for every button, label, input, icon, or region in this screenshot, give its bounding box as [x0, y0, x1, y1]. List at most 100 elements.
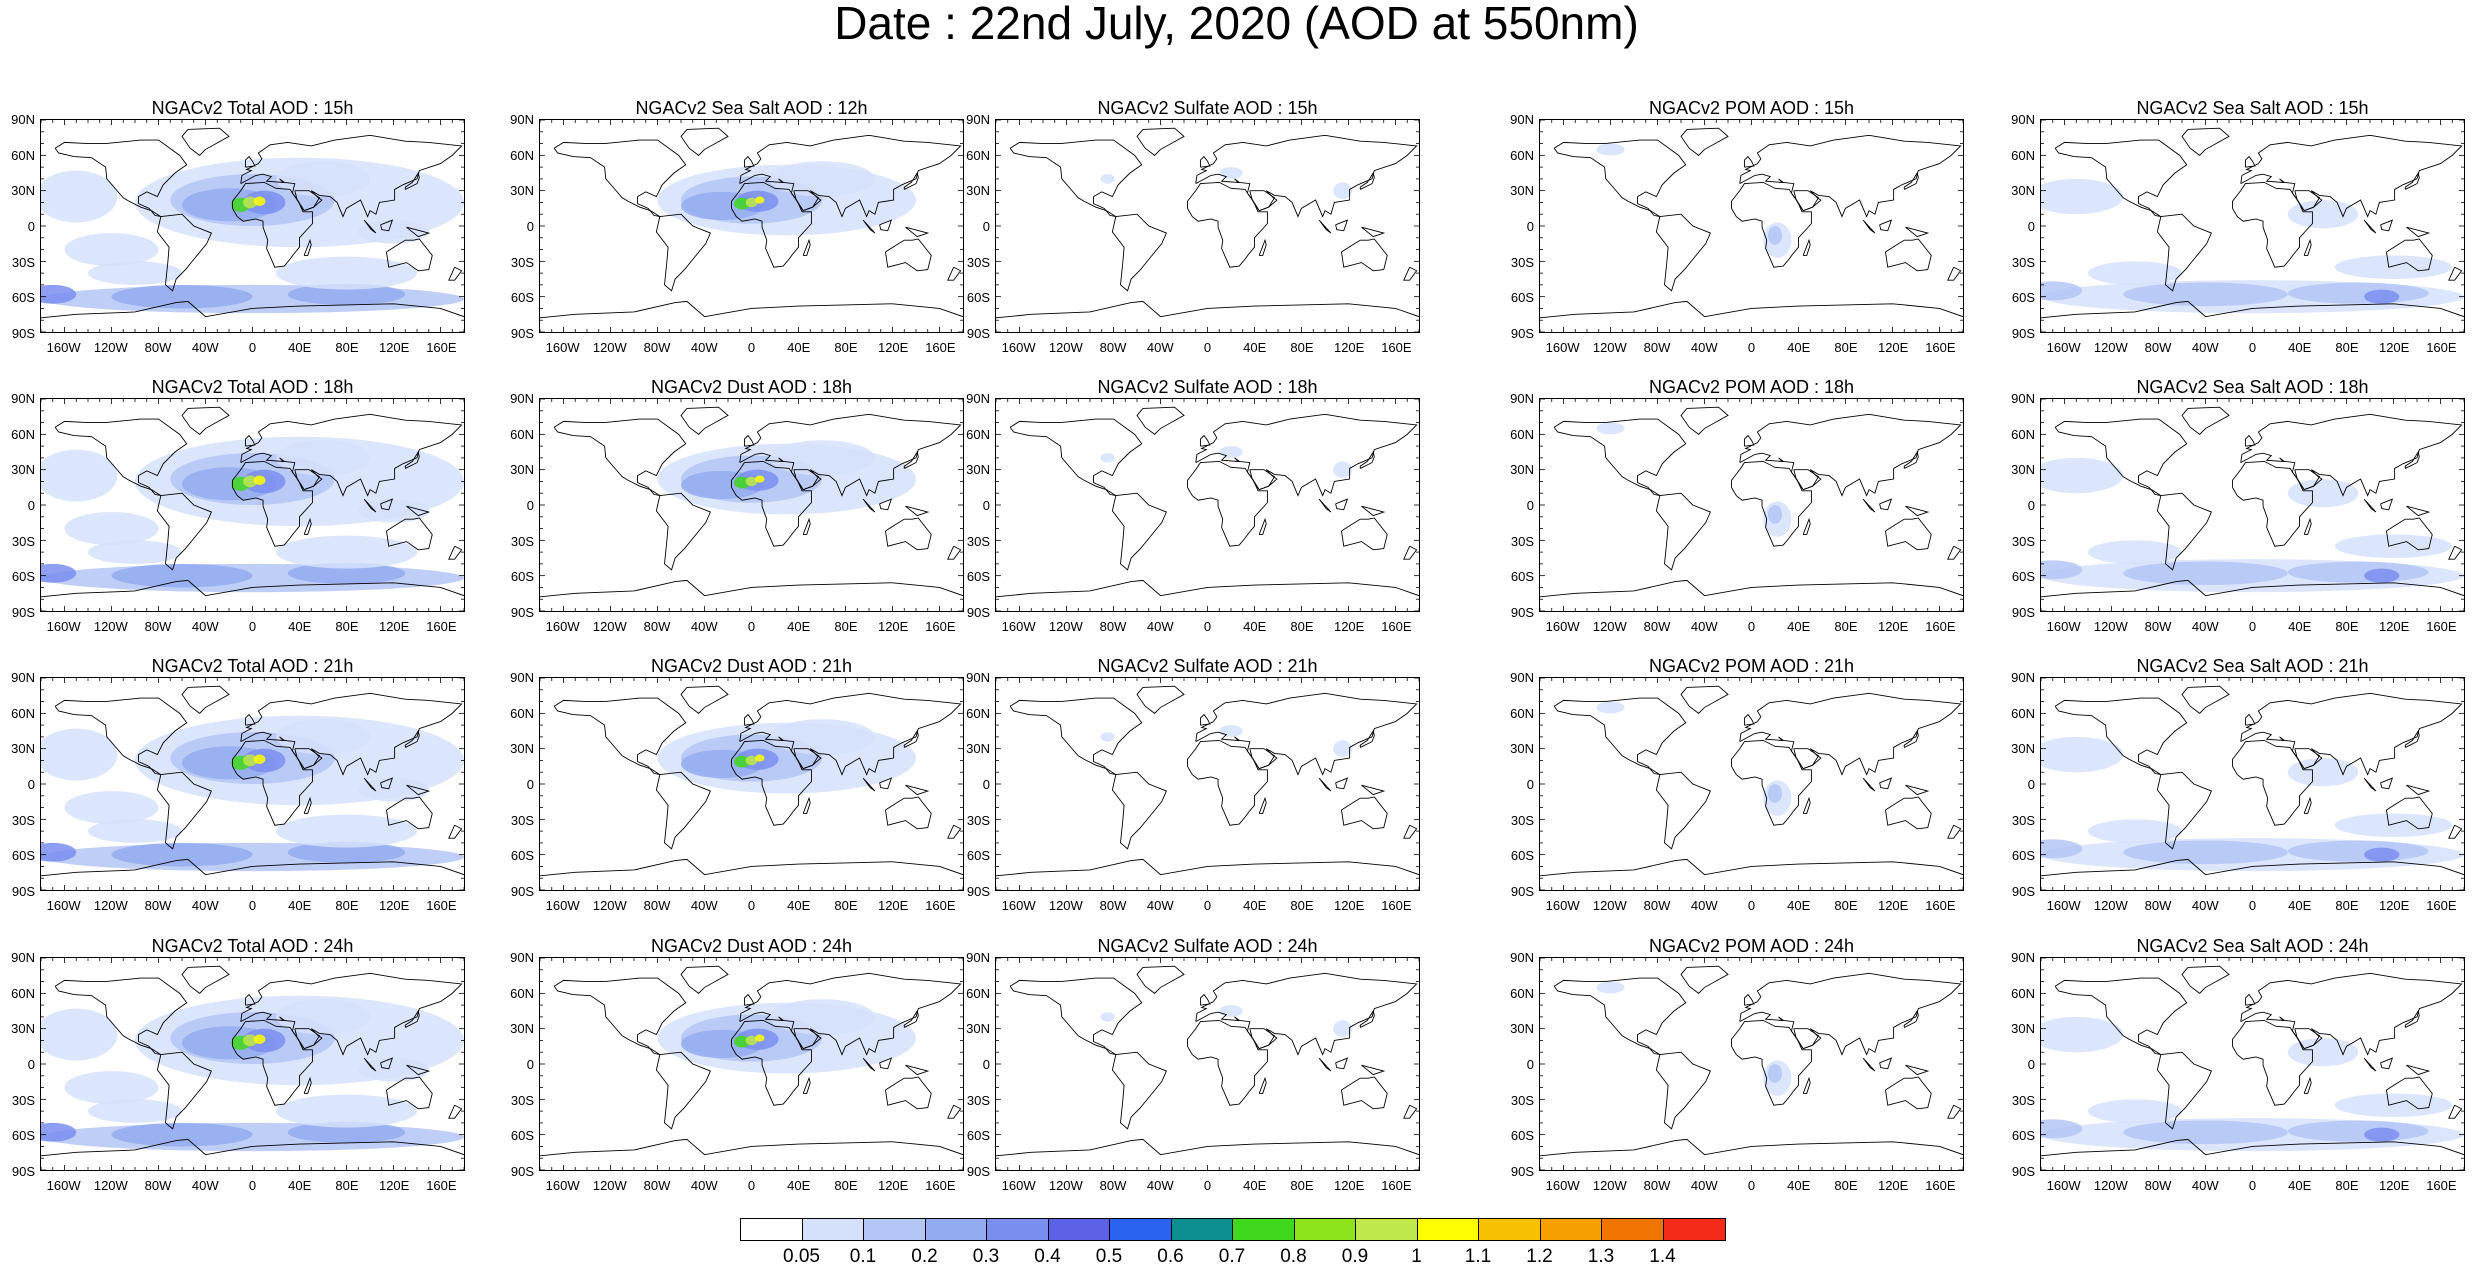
lat-tick-label: 90N: [510, 391, 534, 406]
aod-field: [1333, 461, 1353, 478]
coastline: [2041, 858, 2464, 877]
colorbar-label: 0.4: [1034, 1246, 1061, 1267]
aod-field: [2364, 847, 2400, 862]
lon-tick-label: 0: [248, 619, 257, 634]
coastline: [294, 190, 321, 212]
coastline: [2404, 450, 2420, 469]
coastline: [1739, 972, 1962, 1056]
coastline: [406, 784, 431, 796]
coastline: [2240, 413, 2463, 497]
lon-tick-label: 160W: [545, 898, 580, 913]
aod-field: [287, 283, 406, 305]
lat-tick-label: 60S: [11, 1128, 35, 1144]
aod-field: [41, 170, 118, 223]
aod-field: [1333, 182, 1353, 199]
lon-tick-label: 120W: [1048, 1178, 1083, 1193]
coastline: [802, 238, 811, 256]
lon-tick-label: 120W: [1592, 898, 1627, 913]
coastline: [404, 171, 420, 190]
lon-tick-label: 40W: [1146, 340, 1174, 355]
lon-tick-label: 120W: [592, 898, 627, 913]
lon-tick-label: 80W: [1643, 1178, 1671, 1193]
colorbar-label: 0.5: [1095, 1246, 1123, 1267]
coastline: [1903, 171, 1919, 190]
coastline: [655, 492, 711, 571]
map-panel: NGACv2 Sea Salt AOD : 15h 90N 60N 30N 0 30S 60…: [2011, 98, 2465, 354]
coastline: [947, 824, 962, 839]
coastline: [232, 739, 313, 826]
lon-tick-label: 80W: [2144, 340, 2172, 355]
map-panel: NGACv2 Sea Salt AOD : 24h 90N 60N 30N 0 30S 60…: [2011, 936, 2465, 1192]
coastline: [1655, 771, 1711, 850]
coastline: [294, 1028, 321, 1050]
lat-tick-label: 60S: [510, 1128, 534, 1144]
coastline: [2404, 171, 2420, 190]
lon-tick-label: 120W: [93, 1178, 128, 1193]
coastline: [2404, 1009, 2420, 1028]
coastline: [2380, 1057, 2394, 1070]
coastline: [2041, 579, 2464, 598]
aod-field: [2287, 200, 2359, 229]
coastline: [1905, 226, 1930, 238]
map-frame: [995, 398, 1420, 612]
lat-tick-label: 0: [1526, 1057, 1534, 1072]
aod-field: [111, 842, 253, 867]
lon-tick-label: 160W: [46, 1178, 81, 1193]
lon-tick-label: 80E: [2335, 1178, 2359, 1193]
coastline: [404, 450, 420, 469]
lon-tick-label: 0: [747, 1178, 756, 1193]
lon-tick-label: 120W: [2093, 340, 2128, 355]
lon-tick-label: 160W: [2046, 1178, 2081, 1193]
lon-tick-label: 0: [1747, 340, 1756, 355]
coastline: [380, 219, 394, 232]
lon-tick-label: 40W: [1690, 619, 1718, 634]
map-frame: [539, 677, 964, 891]
coastline: [240, 134, 463, 218]
aod-field: [276, 535, 417, 569]
lat-tick-label: 90S: [1510, 1164, 1534, 1179]
panel-title: NGACv2 Total AOD : 18h: [151, 377, 354, 397]
lat-tick-label: 60N: [510, 426, 534, 442]
coastline: [2448, 266, 2463, 281]
lat-tick-label: 30N: [966, 741, 990, 757]
coastline: [1905, 784, 1930, 796]
coastline: [1802, 1076, 1811, 1094]
aod-field: [2088, 540, 2182, 564]
lon-tick-label: 120W: [592, 340, 627, 355]
lon-tick-label: 160E: [925, 898, 956, 913]
coastline: [2240, 972, 2463, 1056]
coastline: [1731, 460, 1812, 547]
aod-field: [287, 1121, 406, 1143]
coastline: [2041, 1138, 2464, 1157]
aod-field: [41, 1122, 77, 1142]
lon-tick-label: 120W: [1048, 340, 1083, 355]
colorbar: [740, 1218, 1726, 1241]
coastline: [793, 748, 820, 770]
map-panel: NGACv2 Dust AOD : 24h 90N 60N 30N 0 30S 60S 90S…: [510, 936, 964, 1192]
map-panel: NGACv2 POM AOD : 18h 90N 60N 30N 0 30S 60S 90S 1…: [1510, 377, 1964, 633]
lon-tick-label: 160W: [46, 340, 81, 355]
lon-tick-label: 160W: [1001, 898, 1036, 913]
coastline: [1731, 181, 1812, 268]
map-frame: [40, 677, 465, 891]
coastline: [1111, 492, 1167, 571]
map-frame: [995, 677, 1420, 891]
aod-field: [111, 284, 253, 309]
coastline: [2406, 784, 2431, 796]
coastline: [1403, 545, 1418, 560]
lat-tick-label: 60N: [1510, 985, 1534, 1001]
world-map: [41, 678, 464, 890]
lon-tick-label: 120W: [2093, 619, 2128, 634]
coastline: [1195, 972, 1418, 1056]
lat-tick-label: 90N: [11, 112, 35, 127]
panel-title: NGACv2 Sea Salt AOD : 24h: [2136, 936, 2369, 956]
lat-tick-label: 60S: [1510, 1128, 1534, 1144]
aod-field: [2334, 255, 2453, 279]
panel-title: NGACv2 Sea Salt AOD : 18h: [2136, 377, 2369, 397]
lon-tick-label: 120E: [877, 1178, 909, 1193]
lon-tick-label: 160E: [1925, 898, 1956, 913]
lat-tick-label: 30N: [1510, 462, 1534, 478]
coastline: [1111, 1051, 1167, 1130]
aod-field: [111, 563, 253, 588]
map-panel: NGACv2 POM AOD : 24h 90N 60N 30N 0 30S 60S 90S 1…: [1510, 936, 1964, 1192]
